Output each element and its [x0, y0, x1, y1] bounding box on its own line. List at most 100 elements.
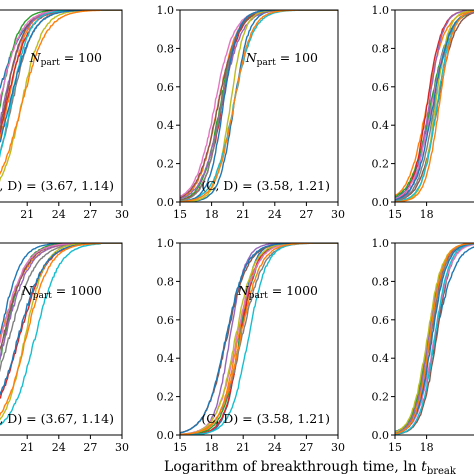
y-tick-label: 0.6	[157, 314, 175, 327]
panel-0-1: 15 18 21 24 27 30 0.0 0.2 0.4 0.6 0.8 1.0 Npart = 10…	[157, 4, 346, 221]
npart-symbol: N	[245, 50, 258, 65]
y-tick-label: 0.0	[372, 196, 390, 209]
x-tick-label: 15	[388, 441, 402, 454]
x-tick-label: 21	[20, 441, 34, 454]
panel-frame	[394, 9, 474, 203]
series-group	[395, 243, 474, 435]
series-line	[180, 243, 338, 435]
x-tick-label: 15	[173, 441, 187, 454]
series-line	[180, 10, 338, 202]
y-tick-label: 0.8	[372, 275, 390, 288]
series-line	[180, 243, 338, 435]
series-line	[395, 12, 474, 202]
y-tick-label: 0.6	[372, 81, 390, 94]
series-line	[180, 10, 338, 202]
y-tick-label: 0.2	[157, 158, 175, 171]
cd-annotation: (C, D) = (3.67, 1.14)	[0, 178, 114, 193]
y-tick-label: 0.2	[372, 158, 390, 171]
series-line	[0, 243, 122, 343]
y-tick-label: 0.4	[372, 119, 390, 132]
x-tick-label: 18	[420, 208, 434, 221]
npart-annotation: Npart = 100	[245, 50, 318, 68]
cd-annotation: (C, D) = (3.58, 1.21)	[201, 411, 330, 426]
series-line	[395, 243, 474, 434]
panel-frame	[0, 9, 123, 203]
series-line	[180, 10, 338, 201]
series-group	[0, 243, 122, 426]
series-line	[180, 243, 338, 435]
npart-value: = 1000	[268, 283, 318, 298]
x-axis-label: Logarithm of breakthrough time, ln tbrea…	[164, 459, 457, 474]
npart-symbol: N	[237, 283, 250, 298]
series-line	[0, 10, 122, 110]
series-line	[395, 10, 474, 202]
series-line	[180, 10, 338, 199]
panel-frame	[0, 242, 123, 436]
series-line	[180, 243, 338, 434]
y-tick-label: 0.0	[157, 429, 175, 442]
series-line	[180, 243, 338, 435]
cd-annotation: (C, D) = (3.67, 1.14)	[0, 411, 114, 426]
npart-value: = 100	[276, 50, 318, 65]
npart-subscript: part	[257, 58, 276, 68]
x-tick-label: 27	[299, 208, 313, 221]
series-line	[180, 10, 338, 202]
series-group	[0, 10, 122, 182]
series-line	[395, 11, 474, 198]
series-group	[180, 10, 338, 202]
y-tick-label: 0.4	[157, 352, 175, 365]
series-line	[395, 10, 474, 201]
series-line	[180, 243, 338, 435]
x-tick-label: 27	[83, 441, 97, 454]
panels-group: 21 24 27 30 Npart = 100 (C, D) = (3.67, 1.14)…	[0, 4, 474, 454]
x-tick-label: 30	[331, 441, 345, 454]
x-tick-label: 21	[236, 208, 250, 221]
series-line	[0, 243, 122, 364]
x-tick-label: 18	[205, 441, 219, 454]
x-tick-label: 18	[205, 208, 219, 221]
x-tick-label: 15	[173, 208, 187, 221]
series-line	[395, 11, 474, 200]
npart-subscript: part	[249, 291, 268, 301]
x-tick-label: 24	[52, 208, 66, 221]
series-line	[180, 243, 338, 435]
y-tick-label: 0.8	[157, 42, 175, 55]
npart-subscript: part	[41, 58, 60, 68]
y-tick-label: 0.6	[157, 81, 175, 94]
panel-frame	[179, 242, 339, 436]
panel-1-0: 21 24 27 30 Npart = 1000 (C, D) = (3.67, 1.14…	[0, 242, 129, 454]
npart-symbol: N	[29, 50, 42, 65]
y-tick-label: 1.0	[372, 237, 390, 250]
npart-annotation: Npart = 100	[29, 50, 102, 68]
series-line	[395, 243, 474, 435]
series-line	[180, 243, 338, 434]
panel-frame	[179, 9, 339, 203]
y-tick-label: 0.8	[157, 275, 175, 288]
series-line	[395, 10, 474, 197]
series-group	[395, 10, 474, 202]
series-line	[395, 243, 474, 435]
npart-annotation: Npart = 1000	[237, 283, 318, 301]
series-line	[180, 243, 338, 435]
x-tick-label: 27	[83, 208, 97, 221]
series-line	[180, 10, 338, 202]
series-line	[180, 243, 338, 435]
series-line	[395, 243, 474, 435]
x-tick-label: 30	[115, 208, 129, 221]
series-group	[180, 243, 338, 435]
series-line	[0, 243, 122, 396]
series-line	[395, 243, 474, 434]
y-tick-label: 0.8	[372, 42, 390, 55]
panel-0-0: 21 24 27 30 Npart = 100 (C, D) = (3.67, 1.14)	[0, 9, 129, 221]
series-line	[395, 243, 474, 435]
cd-annotation: (C, D) = (3.58, 1.21)	[201, 178, 330, 193]
npart-value: = 1000	[52, 283, 102, 298]
x-tick-label: 18	[420, 441, 434, 454]
panel-1-1: 15 18 21 24 27 30 0.0 0.2 0.4 0.6 0.8 1.0 Npart = 10…	[157, 237, 346, 454]
y-tick-label: 0.4	[157, 119, 175, 132]
x-tick-label: 27	[299, 441, 313, 454]
series-line	[180, 243, 338, 435]
